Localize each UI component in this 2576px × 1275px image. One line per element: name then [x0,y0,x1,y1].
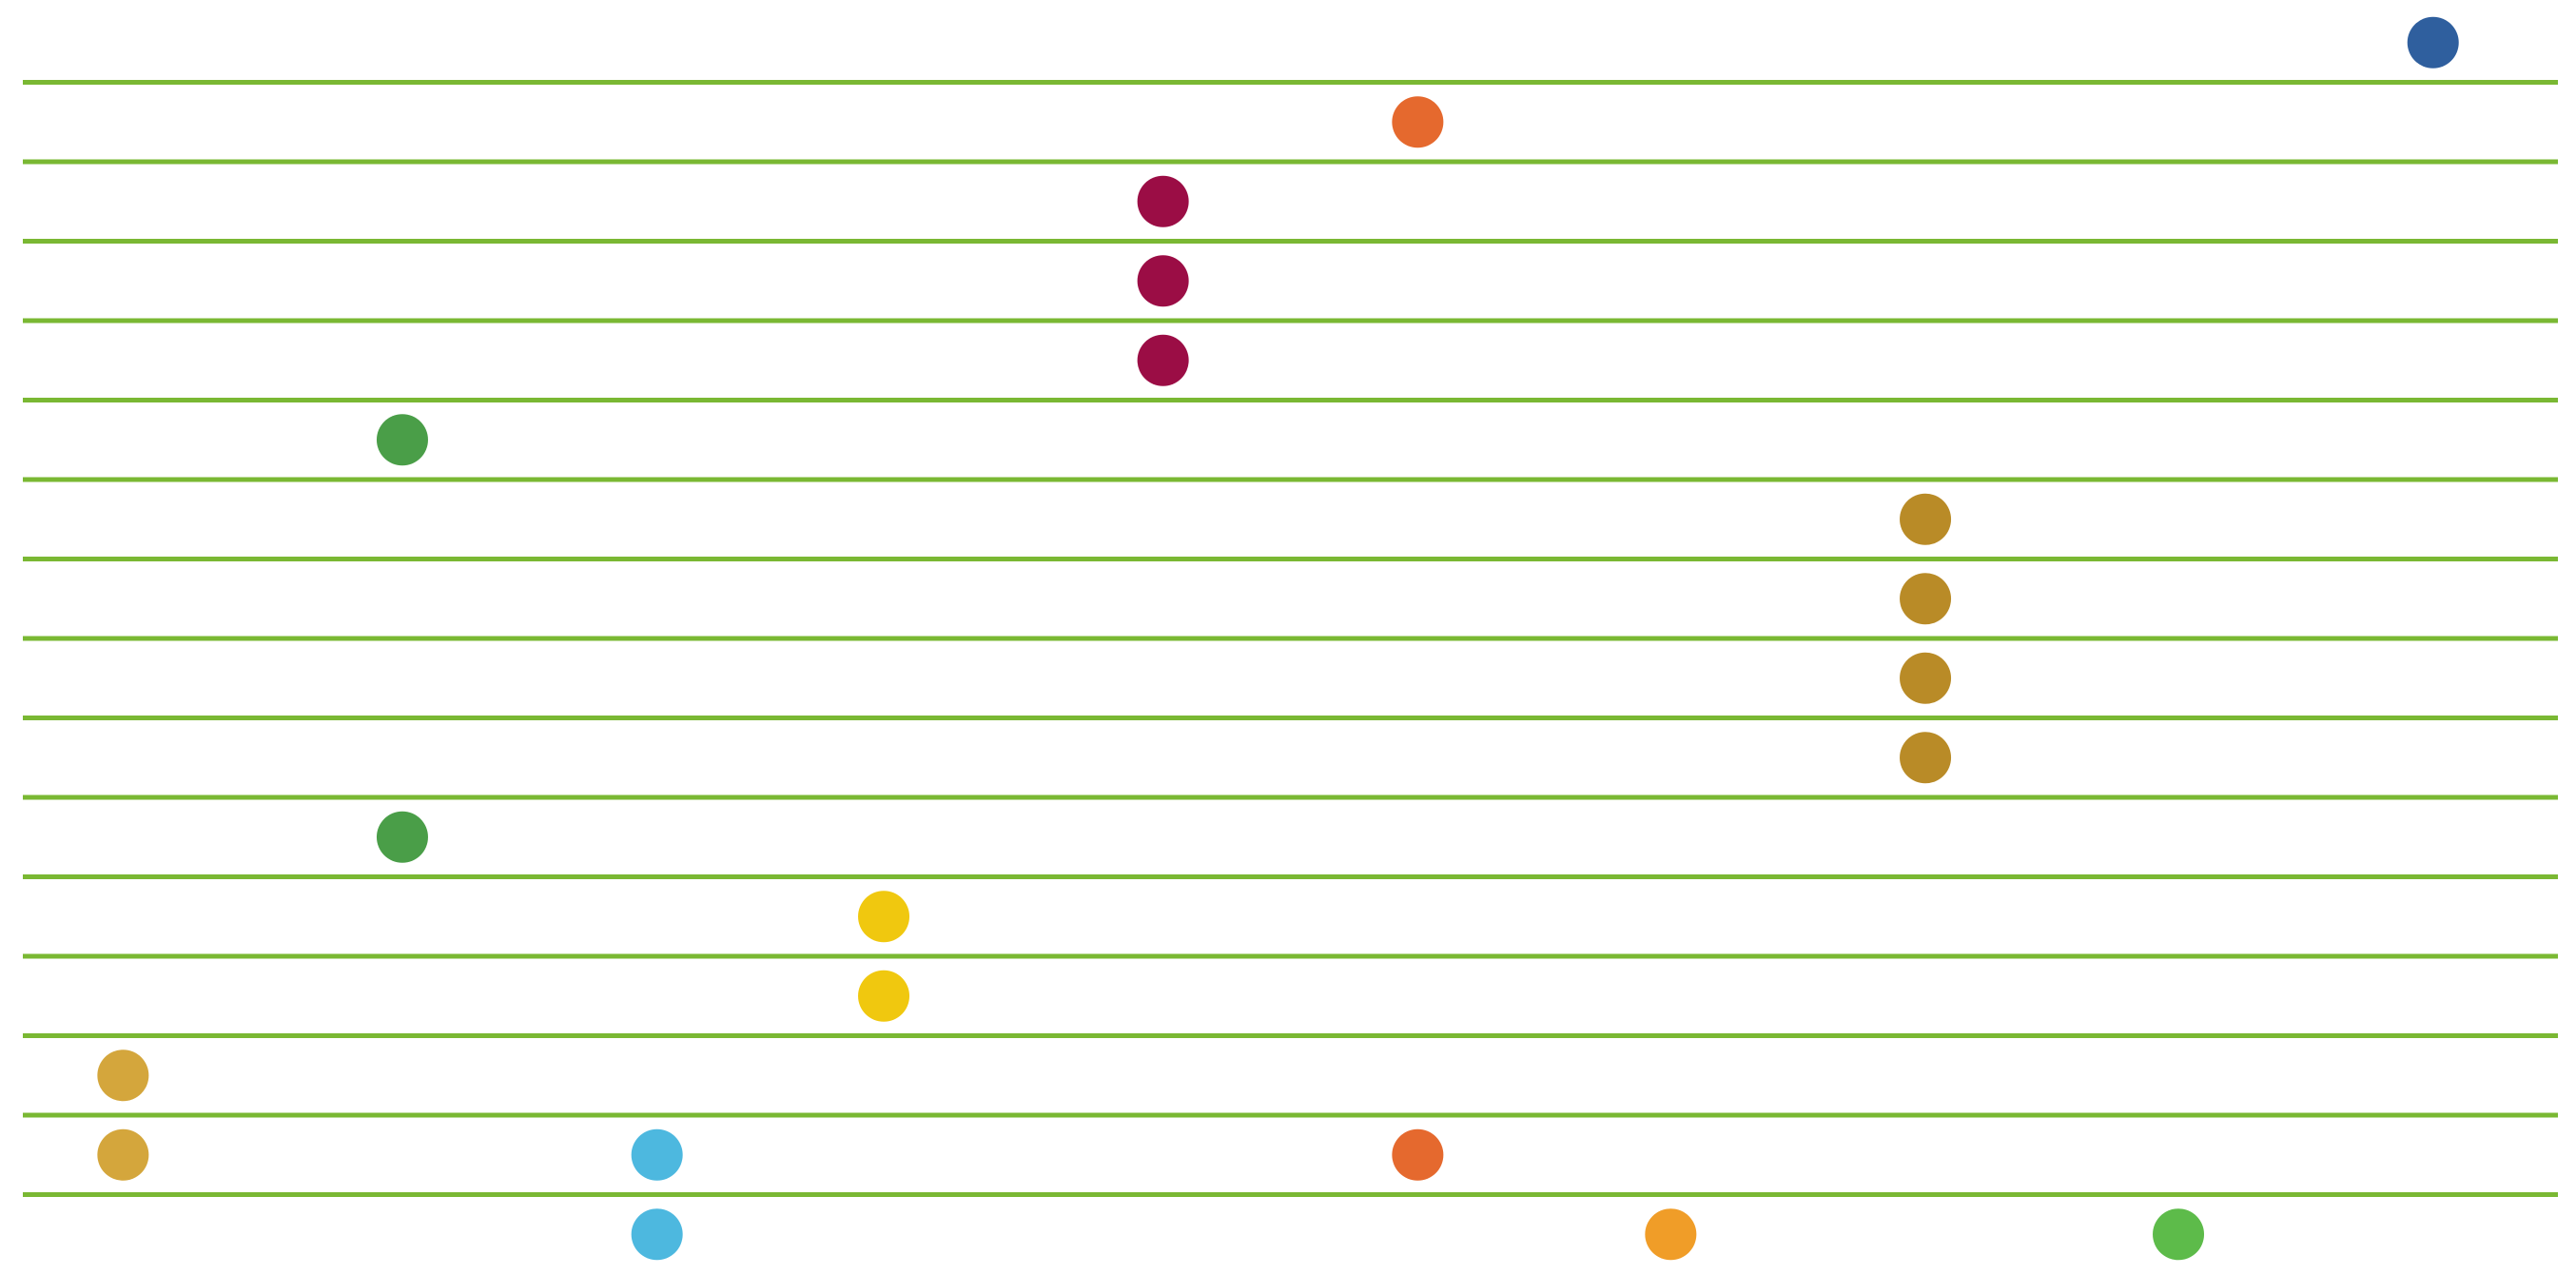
dot [2407,16,2459,69]
dot [1137,255,1189,307]
dot [631,1208,683,1261]
dot [858,891,910,943]
dot [376,414,428,466]
dot [858,970,910,1022]
dot [1900,652,1952,704]
dot [1392,1128,1444,1181]
dot [97,1128,149,1181]
dot [1645,1208,1697,1261]
dot [1137,334,1189,386]
dot [97,1049,149,1102]
dot [2153,1208,2205,1261]
dot [376,811,428,863]
dot [1137,175,1189,227]
dot [1392,96,1444,148]
dot [1900,573,1952,625]
dot [631,1128,683,1181]
dot [1900,493,1952,545]
dot [1900,732,1952,784]
